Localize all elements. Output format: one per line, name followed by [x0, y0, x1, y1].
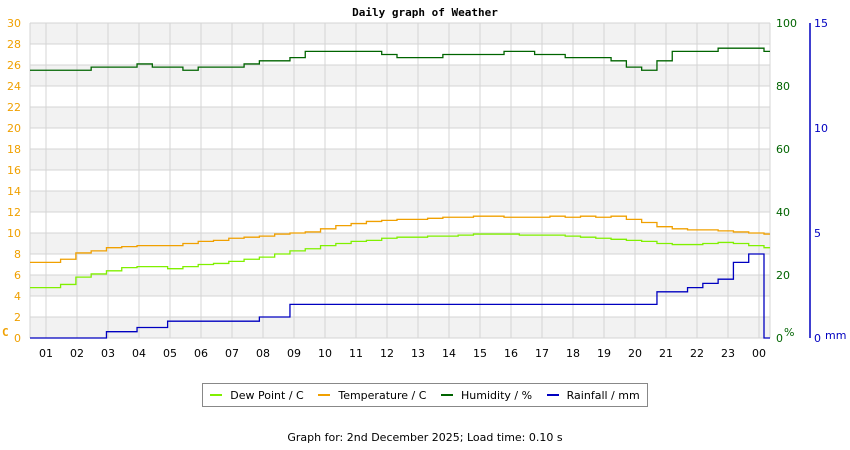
x-tick-label: 16: [504, 347, 518, 360]
rainfall-tick-label: 10: [814, 122, 828, 135]
left-tick-label: 2: [14, 311, 21, 324]
x-tick-label: 02: [70, 347, 84, 360]
grid-band: [30, 191, 770, 212]
x-tick-label: 20: [628, 347, 642, 360]
grid-band: [30, 275, 770, 296]
x-tick-label: 10: [318, 347, 332, 360]
grid-band: [30, 107, 770, 128]
series-temperature: [30, 215, 770, 264]
humidity-tick-label: 40: [776, 206, 790, 219]
rainfall-axis-unit: mm: [825, 329, 846, 342]
x-tick-label: 19: [597, 347, 611, 360]
grid-band: [30, 317, 770, 338]
legend-item-dew-point: Dew Point / C: [210, 388, 304, 402]
plot-background-bands: [30, 23, 770, 338]
x-tick-label: 12: [380, 347, 394, 360]
left-tick-label: 20: [7, 122, 21, 135]
chart-legend: Dew Point / C Temperature / C Humidity /…: [202, 383, 648, 407]
legend-label: Temperature / C: [338, 388, 427, 402]
x-tick-label: 23: [721, 347, 735, 360]
grid-band: [30, 233, 770, 254]
legend-swatch-dew-point: [210, 394, 223, 396]
rainfall-tick-label: 15: [814, 17, 828, 30]
left-tick-label: 30: [7, 17, 21, 30]
left-tick-label: 4: [14, 290, 21, 303]
x-tick-label: 00: [752, 347, 766, 360]
left-tick-label: 0: [14, 332, 21, 345]
left-tick-label: 10: [7, 227, 21, 240]
legend-item-humidity: Humidity / %: [441, 389, 532, 402]
left-tick-label: 18: [7, 143, 21, 156]
grid-band: [30, 65, 770, 86]
x-tick-label: 18: [566, 347, 580, 360]
legend-item-temperature: Temperature / C: [318, 389, 426, 402]
x-tick-label: 05: [163, 347, 177, 360]
rainfall-tick-label: 0: [814, 332, 821, 345]
left-tick-label: 28: [7, 38, 21, 51]
humidity-tick-label: 60: [776, 143, 790, 156]
grid-band: [30, 149, 770, 170]
grid-band: [30, 23, 770, 44]
humidity-tick-label: 0: [776, 332, 783, 345]
left-tick-label: 12: [7, 206, 21, 219]
x-tick-label: 14: [442, 347, 456, 360]
left-tick-label: 6: [14, 269, 21, 282]
legend-swatch-temperature: [318, 394, 331, 396]
left-tick-label: 14: [7, 185, 21, 198]
x-tick-label: 06: [194, 347, 208, 360]
legend-swatch-rainfall: [546, 394, 559, 396]
legend-label: Rainfall / mm: [566, 388, 640, 402]
left-tick-label: 24: [7, 80, 21, 93]
legend-item-rainfall: Rainfall / mm: [546, 388, 640, 402]
humidity-tick-label: 20: [776, 269, 790, 282]
x-tick-label: 01: [39, 347, 53, 360]
humidity-axis-unit: %: [784, 326, 794, 339]
humidity-tick-label: 100: [776, 17, 797, 30]
series-rainfall: [30, 253, 770, 339]
legend-label: Dew Point / C: [230, 388, 304, 402]
legend-swatch-humidity: [441, 394, 454, 396]
x-tick-label: 15: [473, 347, 487, 360]
left-tick-label: 16: [7, 164, 21, 177]
x-tick-label: 07: [225, 347, 239, 360]
graph-footer: Graph for: 2nd December 2025; Load time:…: [287, 431, 563, 444]
plot-grid: [29, 22, 771, 339]
left-tick-label: 22: [7, 101, 21, 114]
chart-title: Daily graph of Weather: [352, 6, 498, 19]
legend-label: Humidity / %: [461, 388, 533, 402]
x-tick-label: 08: [256, 347, 270, 360]
rainfall-tick-label: 5: [814, 227, 821, 240]
left-axis-unit: C: [2, 326, 9, 339]
x-tick-label: 17: [535, 347, 549, 360]
x-tick-label: 13: [411, 347, 425, 360]
plot-axes: 01 02 03 04 05 06 07 08 09 10 11 12 13 14 15 16 17 18 19 20…: [2, 17, 846, 360]
plot-series: [30, 47, 770, 339]
x-tick-label: 03: [101, 347, 115, 360]
series-dew-point: [30, 233, 770, 289]
x-tick-label: 09: [287, 347, 301, 360]
left-tick-label: 8: [14, 248, 21, 261]
x-tick-label: 22: [690, 347, 704, 360]
left-tick-label: 26: [7, 59, 21, 72]
x-tick-label: 04: [132, 347, 146, 360]
humidity-tick-label: 80: [776, 80, 790, 93]
x-tick-label: 21: [659, 347, 673, 360]
series-humidity: [30, 47, 770, 71]
x-tick-label: 11: [349, 347, 363, 360]
